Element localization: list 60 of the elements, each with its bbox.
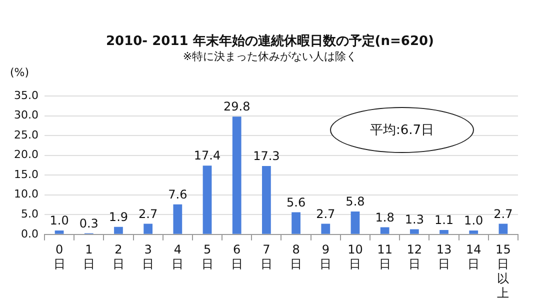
- annotation: 平均:6.7日: [370, 122, 434, 139]
- data-label: 5.8: [346, 194, 365, 209]
- bar: [232, 116, 242, 234]
- data-label: 0.3: [79, 216, 98, 230]
- data-label: 17.4: [194, 148, 221, 163]
- bar: [321, 224, 330, 234]
- data-label: 29.8: [223, 100, 250, 114]
- bar: [440, 230, 448, 234]
- y-tick-label: 5.0: [20, 207, 38, 220]
- y-tick-label: 20.0: [14, 148, 38, 162]
- bar: [350, 211, 360, 234]
- y-tick-label: 15.0: [14, 168, 38, 181]
- x-tick-label: 8日: [290, 242, 302, 272]
- x-tick-label: 10日: [348, 242, 363, 272]
- data-label: 2.7: [138, 206, 158, 221]
- oval-frame: 平均:6.7日: [330, 107, 474, 153]
- bar: [380, 227, 390, 234]
- x-tick-label: 0日: [53, 242, 66, 272]
- bar: [144, 224, 153, 234]
- bar: [114, 226, 123, 234]
- data-label: 1.0: [464, 214, 484, 228]
- bar: [173, 204, 182, 234]
- x-tick-label: 7日: [260, 242, 272, 272]
- y-tick-label: 25.0: [14, 128, 38, 142]
- y-tick-label: 0.0: [20, 227, 38, 240]
- data-label: 1.1: [434, 213, 454, 228]
- bar: [410, 229, 419, 234]
- bar: [469, 230, 478, 234]
- bar: [262, 166, 271, 234]
- x-tick-label: 11日: [377, 242, 392, 272]
- y-axis-title: (%): [10, 66, 30, 79]
- chart-title: 2010- 2011 年末年始の連続休暇日数の予定(n=620): [105, 32, 435, 50]
- x-tick-label: 1日: [82, 242, 95, 272]
- x-tick-label: 6日: [230, 242, 243, 272]
- bar: [498, 224, 508, 234]
- bar: [292, 212, 300, 234]
- data-label: 1.9: [108, 210, 128, 224]
- data-label: 1.0: [50, 214, 69, 228]
- data-label: 1.3: [404, 212, 424, 226]
- x-tick-label: 2日: [112, 242, 124, 272]
- y-tick-label: 35.0: [14, 88, 38, 102]
- data-label: 7.6: [168, 187, 188, 202]
- data-label: 5.6: [286, 195, 306, 210]
- bar: [202, 166, 212, 234]
- x-tick-label: 3日: [142, 242, 154, 272]
- x-tick-label: 14日: [466, 242, 482, 272]
- x-tick-label: 12日: [406, 242, 422, 272]
- bar: [54, 230, 64, 234]
- x-tick-label: 4日: [172, 242, 184, 272]
- x-tick-label: 15日以上: [496, 242, 511, 300]
- x-tick-label: 13日: [436, 242, 452, 272]
- y-tick-label: 30.0: [14, 108, 38, 122]
- x-tick-label: 9日: [320, 242, 332, 272]
- data-label: 17.3: [253, 149, 280, 164]
- data-label: 2.7: [316, 206, 336, 221]
- data-label: 1.8: [375, 210, 394, 224]
- x-tick-label: 5日: [201, 242, 214, 272]
- y-tick-label: 10.0: [14, 188, 38, 201]
- chart-subtitle: ※特に決まった休みがない人は除く: [182, 49, 358, 64]
- data-label: 2.7: [494, 206, 513, 221]
